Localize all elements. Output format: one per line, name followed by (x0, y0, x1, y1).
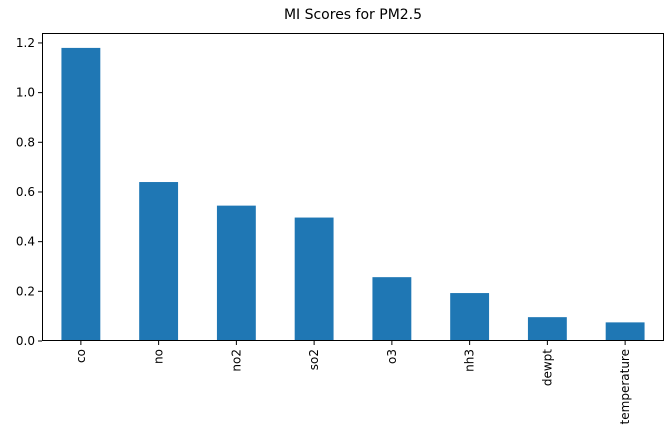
y-tick-label: 0.4 (16, 235, 35, 249)
bar-o3 (372, 277, 412, 341)
x-tick-label-no2: no2 (229, 349, 243, 372)
x-tick-label-no: no (152, 349, 166, 364)
bar-no2 (216, 205, 256, 341)
bar-dewpt (527, 317, 567, 341)
bar-temperature (605, 322, 645, 341)
bar-no (139, 182, 179, 341)
chart-title: MI Scores for PM2.5 (283, 7, 423, 23)
x-tick-label-o3: o3 (385, 349, 399, 364)
y-axis: 0.0 0.2 0.4 0.6 0.8 1.0 1.2 (16, 36, 42, 348)
plot-frame (42, 33, 664, 341)
y-tick-label: 1.0 (16, 86, 35, 100)
x-tick-label-co: co (74, 349, 88, 363)
y-tick-label: 0.2 (16, 284, 35, 298)
bars (61, 47, 645, 341)
x-tick-label-dewpt: dewpt (540, 349, 554, 386)
y-tick-label: 0.8 (16, 135, 35, 149)
y-tick-label: 0.0 (16, 334, 35, 348)
bar-co (61, 47, 101, 341)
y-tick-label: 1.2 (16, 36, 35, 50)
bar-nh3 (450, 293, 490, 341)
bar-so2 (294, 217, 334, 341)
x-tick-label-temperature: temperature (618, 349, 632, 424)
x-tick-label-so2: so2 (307, 349, 321, 370)
x-tick-label-nh3: nh3 (463, 349, 477, 372)
y-tick-label: 0.6 (16, 185, 35, 199)
x-axis: co no no2 so2 o3 nh3 dewpt temperature (74, 341, 632, 424)
